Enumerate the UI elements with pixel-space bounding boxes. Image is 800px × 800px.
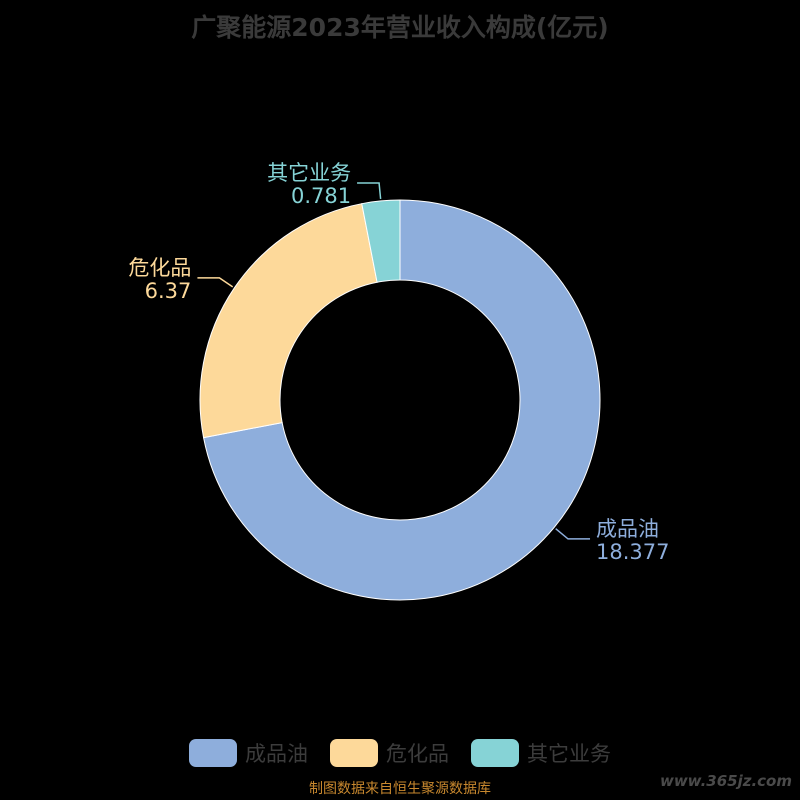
- leader-line-3: [357, 182, 382, 200]
- slice-value-1: 18.377: [596, 540, 669, 564]
- legend-swatch-3: [471, 739, 519, 767]
- slice-1[interactable]: [202, 199, 601, 601]
- slice-3[interactable]: [361, 199, 401, 283]
- legend-swatch-2: [330, 739, 378, 767]
- slice-value-2: 6.37: [145, 279, 192, 303]
- chart-legend: 成品油 危化品 其它业务: [0, 738, 800, 768]
- legend-label-2: 危化品: [386, 742, 449, 766]
- legend-item-3[interactable]: 其它业务: [471, 738, 611, 768]
- slice-label-2: 危化品: [128, 256, 191, 280]
- leader-line-1: [555, 528, 591, 540]
- legend-swatch-1: [189, 739, 237, 767]
- source-note: 制图数据来自恒生聚源数据库: [309, 781, 491, 797]
- watermark: www.365jz.com: [659, 772, 792, 790]
- leader-line-2: [197, 277, 234, 288]
- legend-item-1[interactable]: 成品油: [189, 738, 308, 768]
- slice-label-3: 其它业务: [267, 161, 351, 185]
- slice-label-1: 成品油: [596, 517, 659, 541]
- legend-label-3: 其它业务: [527, 742, 611, 766]
- slice-group: [199, 199, 601, 601]
- slice-2[interactable]: [199, 203, 378, 439]
- slice-value-3: 0.781: [291, 184, 351, 208]
- legend-label-1: 成品油: [245, 742, 308, 766]
- legend-item-2[interactable]: 危化品: [330, 738, 449, 768]
- chart-title: 广聚能源2023年营业收入构成(亿元): [191, 13, 609, 42]
